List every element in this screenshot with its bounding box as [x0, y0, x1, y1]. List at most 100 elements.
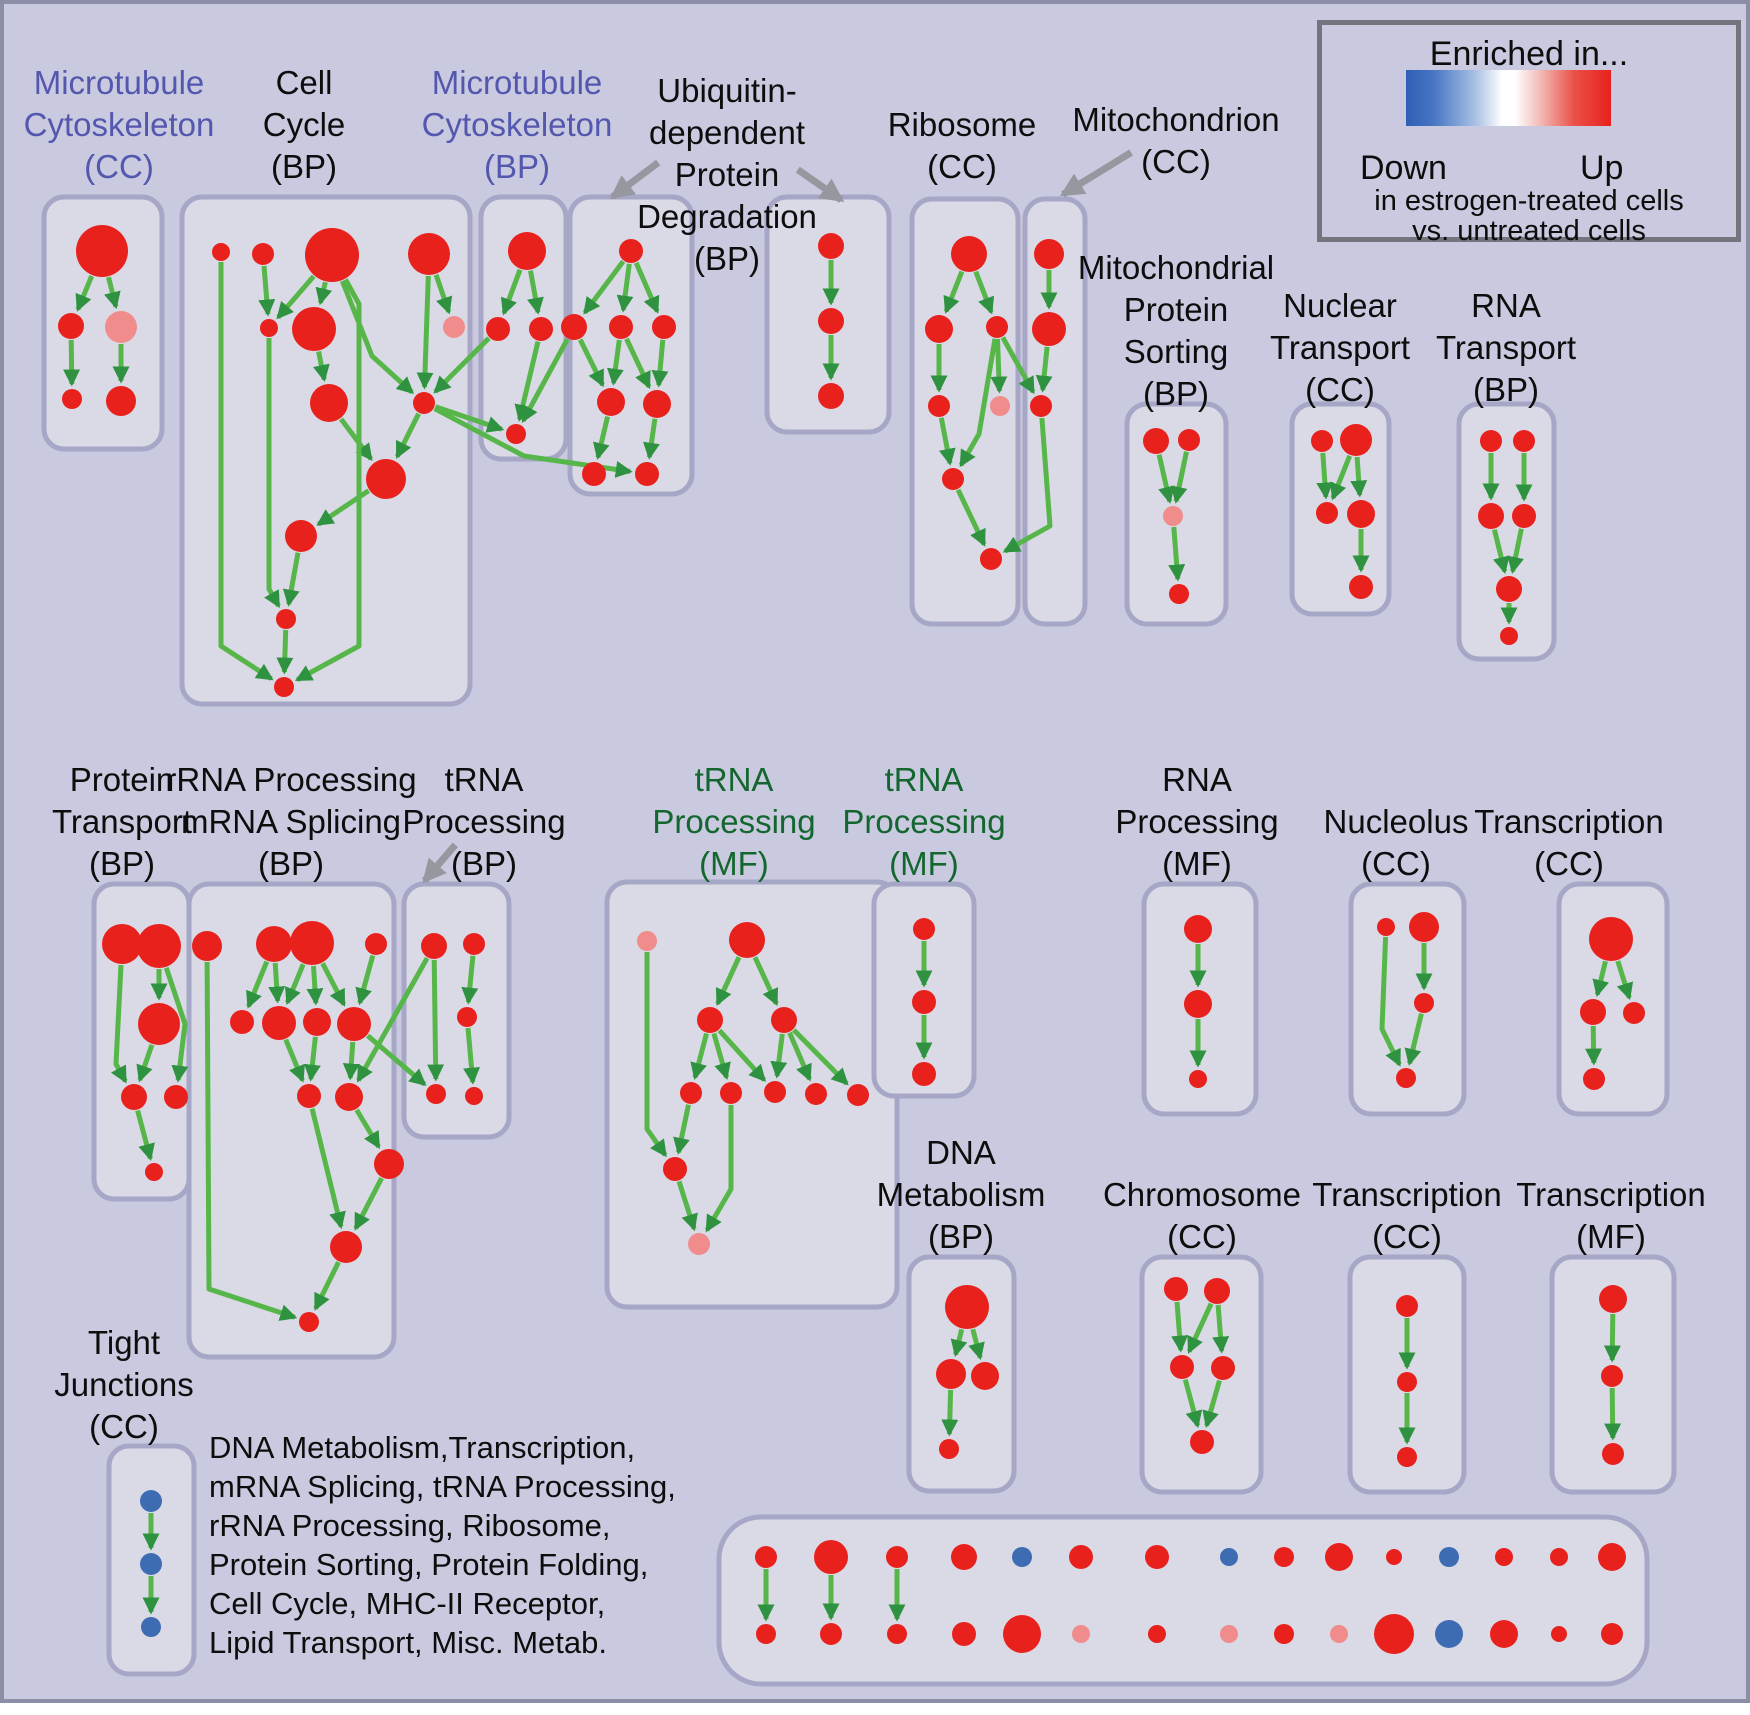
go-term-node-cell-cycle-bp — [408, 233, 450, 275]
go-term-node-mitochondrion-cc — [1030, 395, 1052, 417]
go-term-node-nucleolus-cc — [1414, 993, 1434, 1013]
go-term-node-trna-processing-mf-1 — [805, 1083, 827, 1105]
go-term-node-protein-transport-bp — [102, 924, 142, 964]
go-term-node-mixed-functions — [1330, 1625, 1348, 1643]
go-term-node-microtubule-cytoskeleton-bp — [529, 317, 553, 341]
go-term-node-rna-transport-bp — [1496, 576, 1522, 602]
go-term-node-rrna-mrna-bp — [192, 931, 222, 961]
go-term-node-rrna-mrna-bp — [335, 1083, 363, 1111]
go-term-node-mixed-functions — [1435, 1620, 1463, 1648]
cluster-label-protein-transport-bp: Protein Transport (BP) — [52, 761, 192, 882]
edge-arrow — [633, 261, 660, 314]
cluster-label-microtubule-cytoskeleton-cc: Microtubule Cytoskeleton (CC) — [23, 64, 215, 185]
edge-arrow — [704, 1105, 734, 1233]
go-term-node-ubiquitin-dependent-bp-2 — [818, 383, 844, 409]
edge-arrow — [339, 280, 414, 395]
go-term-node-cell-cycle-bp — [305, 228, 359, 282]
edge-arrow — [500, 268, 523, 316]
legend-up-label: Up — [1580, 149, 1624, 187]
edge-arrow — [1002, 417, 1053, 554]
cluster-label-cell-cycle-bp: Cell Cycle (BP) — [262, 64, 346, 185]
go-term-node-ubiquitin-dependent-bp-2 — [818, 308, 844, 334]
edge-arrow — [433, 273, 453, 315]
go-term-node-mixed-functions — [1148, 1625, 1166, 1643]
edge-arrow — [427, 959, 445, 1082]
go-term-node-mixed-functions — [887, 1624, 907, 1644]
edge-arrow — [1059, 149, 1133, 198]
go-term-node-mixed-functions — [1551, 1626, 1567, 1642]
edge-arrow — [787, 1031, 812, 1082]
cluster-label-trna-processing-bp: tRNA Processing (BP) — [402, 761, 566, 882]
edge-arrow — [1170, 451, 1189, 504]
edge-arrow — [75, 275, 95, 312]
go-term-node-ubiquitin-dependent-bp — [597, 388, 625, 416]
edge-arrow — [276, 629, 294, 675]
go-term-node-ubiquitin-dependent-bp — [643, 390, 671, 418]
edge-arrow — [1604, 1387, 1622, 1441]
edge-arrow — [276, 274, 316, 320]
edge-arrow — [339, 417, 373, 462]
go-term-node-dna-metabolism-bp — [945, 1285, 989, 1329]
go-term-node-mixed-functions — [1003, 1615, 1041, 1653]
edge-arrow — [313, 1261, 341, 1311]
cluster-label-ribosome-cc: Ribosome (CC) — [887, 106, 1037, 185]
go-term-node-microtubule-cytoskeleton-cc — [106, 386, 136, 416]
cluster-label-transcription-cc-row3: Transcription (CC) — [1312, 1176, 1502, 1255]
edge-arrow — [111, 964, 128, 1084]
go-term-node-trna-processing-mf-1 — [663, 1157, 687, 1181]
go-term-node-tight-junctions-cc — [141, 1617, 161, 1637]
edge-arrow — [354, 1108, 381, 1149]
go-term-node-mixed-functions — [755, 1546, 777, 1568]
go-term-node-transcription-mf — [1601, 1365, 1623, 1387]
go-term-node-mixed-functions — [1601, 1623, 1623, 1645]
edge-arrow — [955, 488, 987, 547]
go-term-node-tight-junctions-cc — [140, 1490, 162, 1512]
go-term-node-mitochondrion-cc — [1034, 239, 1064, 269]
go-term-node-cell-cycle-bp — [252, 243, 274, 265]
go-term-node-trna-processing-mf-2 — [912, 990, 936, 1014]
go-term-node-trna-processing-mf-1 — [697, 1007, 723, 1033]
go-term-node-cell-cycle-bp — [443, 316, 465, 338]
edge-arrow — [320, 962, 347, 1007]
go-term-node-rrna-mrna-bp — [365, 933, 387, 955]
edge-arrow — [715, 956, 742, 1007]
go-term-node-nuclear-transport-cc — [1316, 502, 1338, 524]
edge-arrow — [1603, 1313, 1621, 1363]
go-term-node-nuclear-transport-cc — [1349, 575, 1373, 599]
go-term-node-microtubule-cytoskeleton-cc — [62, 389, 82, 409]
edge-arrow — [258, 265, 276, 317]
edge-arrow — [1491, 529, 1510, 574]
go-term-node-trna-processing-bp — [421, 933, 447, 959]
cluster-label-mitochondrion-cc: Mitochondrion (CC) — [1072, 101, 1280, 180]
edge-arrow — [958, 338, 998, 468]
go-term-node-trna-processing-mf-1 — [720, 1082, 742, 1104]
go-term-node-microtubule-cytoskeleton-bp — [506, 424, 526, 444]
edge-arrow — [1585, 1025, 1603, 1066]
go-term-node-mixed-functions — [1145, 1545, 1169, 1569]
go-term-node-protein-transport-bp — [137, 924, 181, 968]
edge-arrow — [770, 1033, 788, 1079]
edge-arrow — [673, 1104, 691, 1155]
go-term-node-ribosome-cc — [942, 468, 964, 490]
go-term-node-chromosome-cc — [1170, 1355, 1194, 1379]
edge-arrow — [294, 278, 362, 682]
cluster-label-ubiquitin-dependent-bp: Ubiquitin-dependent Protein Degradation (BP… — [637, 72, 817, 277]
edge-arrow — [356, 956, 430, 1083]
edge-arrow — [1615, 960, 1634, 1001]
go-term-node-ubiquitin-dependent-bp — [582, 462, 606, 486]
go-term-node-cell-cycle-bp — [285, 520, 317, 552]
edge-arrow — [1316, 452, 1334, 500]
go-term-node-mixed-functions — [1220, 1548, 1238, 1566]
edge-arrow — [950, 1328, 968, 1357]
edge-arrow — [520, 338, 570, 424]
cluster-box-trna-processing-bp — [401, 881, 512, 1140]
go-term-node-ribosome-cc — [951, 236, 987, 272]
go-term-node-protein-transport-bp — [164, 1085, 188, 1109]
go-term-node-microtubule-cytoskeleton-cc — [76, 225, 128, 277]
go-term-node-protein-transport-bp — [138, 1003, 180, 1045]
cluster-label-mitochondrial-protein-sorting-bp: Mitochondrial Protein Sorting (BP) — [1077, 249, 1275, 412]
go-term-node-mitochondrion-cc — [1032, 312, 1066, 346]
go-term-node-trna-processing-bp — [465, 1087, 483, 1105]
edge-arrow — [282, 552, 301, 607]
